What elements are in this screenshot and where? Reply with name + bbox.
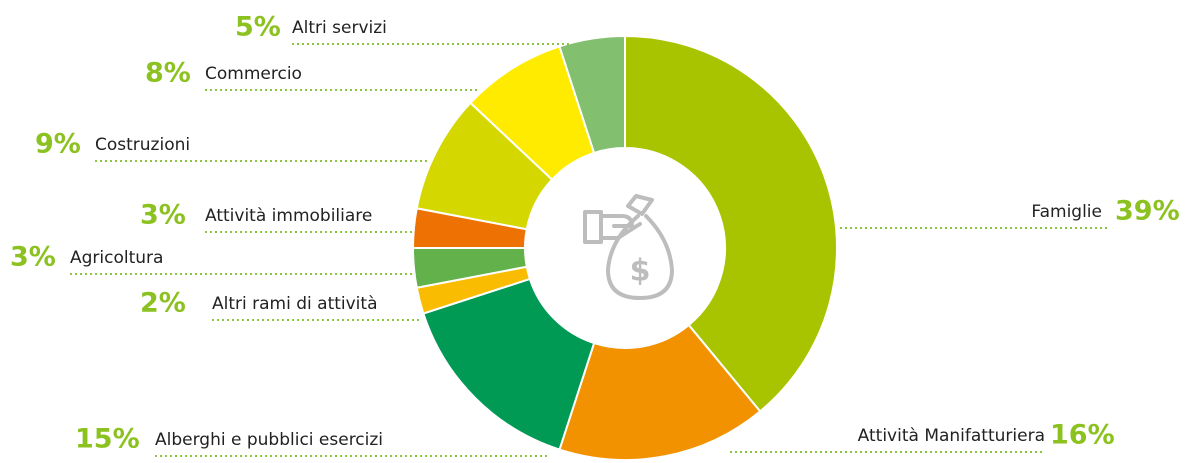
category-label: Alberghi e pubblici esercizi bbox=[155, 430, 383, 450]
svg-text:$: $ bbox=[630, 254, 651, 289]
value-label: 2% bbox=[140, 288, 186, 319]
category-label: Famiglie bbox=[1031, 202, 1102, 222]
donut-segment bbox=[558, 323, 762, 461]
category-label: Agricoltura bbox=[70, 248, 163, 268]
value-label: 5% bbox=[235, 12, 281, 43]
donut-segment bbox=[624, 34, 838, 413]
category-label: Attività immobiliare bbox=[205, 206, 372, 226]
category-label: Altri servizi bbox=[292, 18, 387, 38]
value-label: 9% bbox=[35, 129, 81, 160]
donut bbox=[411, 34, 838, 461]
value-label: 15% bbox=[75, 424, 140, 455]
category-label: Commercio bbox=[205, 64, 302, 84]
value-label: 16% bbox=[1050, 420, 1115, 451]
value-label: 3% bbox=[140, 200, 186, 231]
category-label: Attività Manifatturiera bbox=[858, 426, 1045, 446]
value-label: 39% bbox=[1115, 196, 1180, 227]
value-label: 3% bbox=[10, 242, 56, 273]
category-label: Altri rami di attività bbox=[212, 294, 377, 314]
donut-segment bbox=[422, 277, 596, 451]
category-label: Costruzioni bbox=[95, 135, 190, 155]
center-icon: $ bbox=[583, 194, 674, 300]
value-label: 8% bbox=[145, 58, 191, 89]
donut-segment bbox=[558, 34, 626, 155]
